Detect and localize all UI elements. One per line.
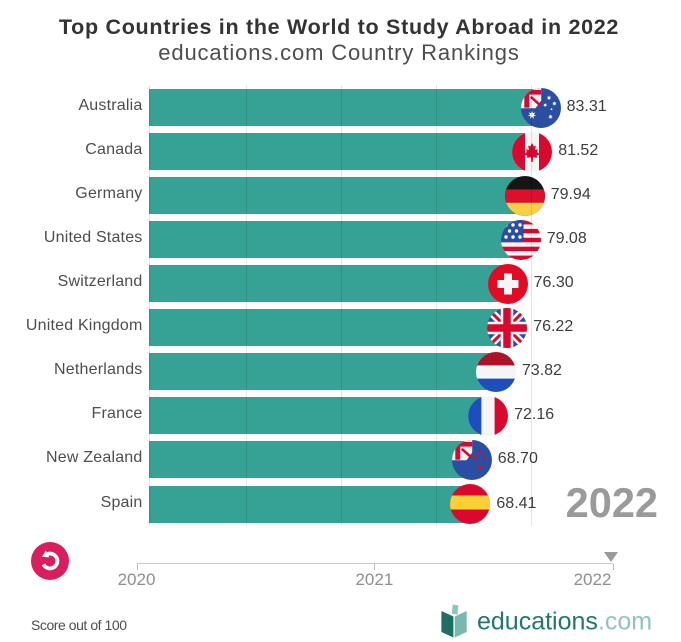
svg-text:educations.com: educations.com	[477, 608, 652, 636]
